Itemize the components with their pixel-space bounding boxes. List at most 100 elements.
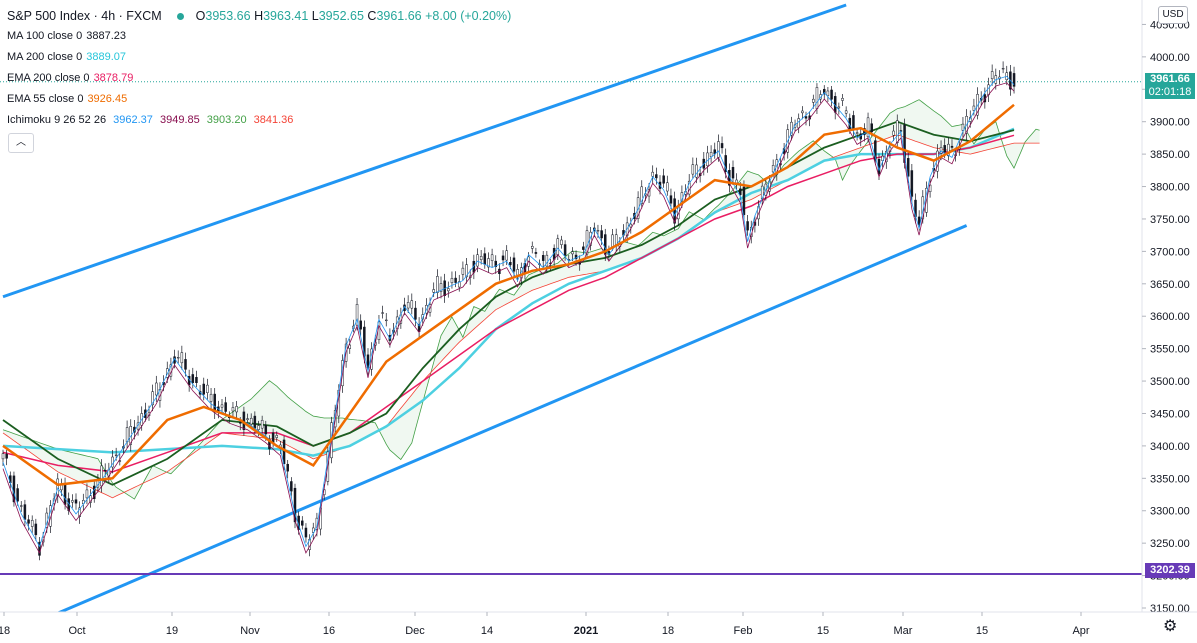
price-axis-label: 3700.00 <box>1150 246 1190 258</box>
candle-body <box>910 170 914 197</box>
candle-body <box>34 523 38 536</box>
candle-body <box>582 246 585 250</box>
channel-lower-line <box>56 224 968 612</box>
time-axis-label: 2021 <box>574 625 598 637</box>
candle-body <box>666 182 669 192</box>
candle-body <box>414 307 417 320</box>
candle-body <box>691 164 695 175</box>
last-price-value: 3961.66 <box>1150 73 1190 85</box>
candle-body <box>742 186 746 215</box>
ichimoku-kijun-value: 3949.85 <box>159 114 200 126</box>
candle-body <box>662 175 665 184</box>
candle-body <box>385 319 388 322</box>
price-axis-label: 3400.00 <box>1150 441 1190 453</box>
ichimoku-kijun-line <box>2 82 1015 554</box>
price-axis-label: 3550.00 <box>1150 344 1190 356</box>
candle-body <box>195 377 198 383</box>
legend-ema55[interactable]: EMA 55 close 0 3926.45 <box>7 91 127 107</box>
price-axis-label: 3500.00 <box>1150 376 1190 388</box>
candle-body <box>855 132 859 134</box>
candle-body <box>286 463 289 472</box>
candle-body <box>93 485 96 499</box>
ichimoku-tenkan-value: 3962.37 <box>113 114 153 126</box>
ma200-value: 3889.07 <box>86 51 126 63</box>
candle-body <box>494 260 497 267</box>
candle-body <box>720 143 724 149</box>
change-value: +8.00 (+0.20%) <box>425 9 512 23</box>
candle-body <box>669 195 673 204</box>
candle-body <box>556 238 560 256</box>
candle-body <box>961 123 965 131</box>
candle-body <box>629 223 633 228</box>
candle-body <box>709 152 713 158</box>
candle-body <box>260 420 264 429</box>
price-axis-bg <box>1142 0 1197 643</box>
candle-body <box>512 257 516 272</box>
candle-body <box>421 314 424 320</box>
ma100-line <box>2 120 1015 486</box>
candle-body <box>706 152 709 167</box>
legend-ma200[interactable]: MA 200 close 0 3889.07 <box>7 49 126 65</box>
candle-body <box>739 188 742 195</box>
time-axis-label: Apr <box>1072 625 1089 637</box>
legend-ichimoku[interactable]: Ichimoku 9 26 52 26 3962.37 3949.85 3903… <box>7 112 293 128</box>
candle-body <box>125 427 129 443</box>
close-label: C <box>367 9 377 23</box>
legend-ma100[interactable]: MA 100 close 0 3887.23 <box>7 28 126 44</box>
legend-ema200[interactable]: EMA 200 close 0 3878.79 <box>7 70 133 86</box>
candle-body <box>483 253 487 265</box>
candle-body <box>202 383 205 395</box>
time-axis-label: 18 <box>0 625 10 637</box>
candles <box>1 61 1016 561</box>
candle-body <box>516 269 519 276</box>
bar-countdown: 02:01:18 <box>1148 86 1192 98</box>
price-axis-label: 3600.00 <box>1150 311 1190 323</box>
candle-body <box>209 393 213 402</box>
price-axis-label: 3300.00 <box>1150 506 1190 518</box>
candle-body <box>943 145 946 153</box>
candle-body <box>20 505 23 507</box>
candle-body <box>534 252 538 254</box>
candle-body <box>917 216 921 225</box>
currency-badge[interactable]: USD <box>1158 6 1188 24</box>
candle-body <box>246 418 249 420</box>
candle-body <box>640 186 643 204</box>
candle-body <box>447 288 450 292</box>
candle-body <box>804 116 808 119</box>
open-label: O <box>195 9 206 23</box>
candle-body <box>312 527 315 533</box>
candle-body <box>874 140 877 161</box>
candle-body <box>724 155 727 172</box>
candle-body <box>410 300 414 309</box>
candle-body <box>114 454 118 456</box>
time-axis-label: Oct <box>68 625 85 637</box>
candle-body <box>436 276 439 293</box>
legend-collapse-button[interactable]: ︿ <box>8 133 34 153</box>
candle-body <box>12 475 16 503</box>
candle-body <box>264 424 268 435</box>
open-value: 3953.66 <box>205 9 251 23</box>
candle-body <box>611 234 614 247</box>
candle-body <box>271 432 275 443</box>
candle-body <box>1012 73 1016 87</box>
candle-body <box>574 254 578 259</box>
symbol-title[interactable]: S&P 500 Index · 4h · FXCM <box>7 9 162 23</box>
candle-body <box>990 71 994 80</box>
ema55-line <box>2 103 1015 487</box>
candle-body <box>844 110 848 114</box>
candle-body <box>476 254 479 267</box>
candle-body <box>450 278 454 284</box>
candle-body <box>220 404 224 408</box>
candle-body <box>213 393 216 413</box>
channel-upper-line <box>2 3 847 299</box>
candle-body <box>301 520 304 526</box>
candle-body <box>74 499 78 504</box>
candle-body <box>947 143 950 157</box>
gear-icon[interactable]: ⚙ <box>1163 618 1178 635</box>
candle-body <box>191 374 195 383</box>
candle-body <box>239 422 242 424</box>
candle-body <box>892 130 895 136</box>
ma100-label: MA 100 close 0 <box>7 30 83 42</box>
candle-body <box>823 88 826 95</box>
